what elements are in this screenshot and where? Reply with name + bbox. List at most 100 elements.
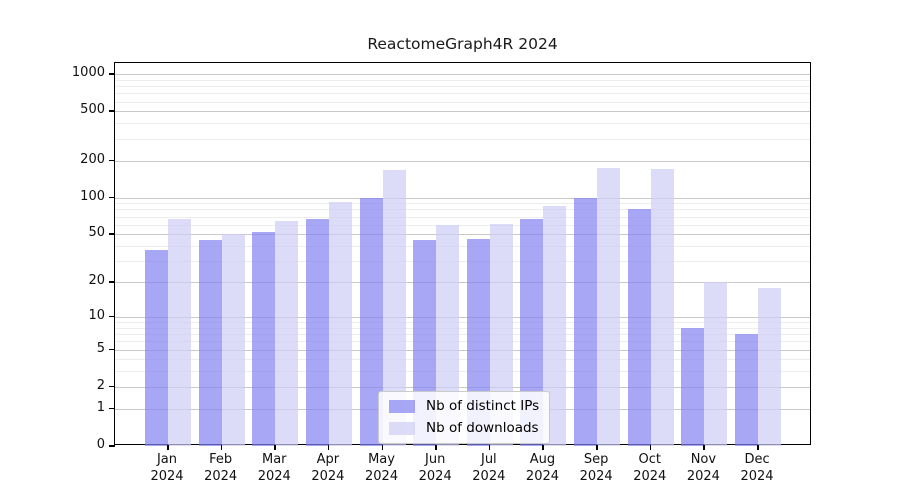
x-tick-year: 2024 xyxy=(633,468,667,484)
bar-nov-distinct-ips xyxy=(681,327,705,446)
y-tick-label-0: 0 xyxy=(96,437,105,452)
x-tick-label-mar: Mar 2024 xyxy=(242,452,306,485)
bar-apr-distinct-ips xyxy=(305,218,329,446)
plot-area: Nb of distinct IPs Nb of downloads xyxy=(114,62,811,446)
bar-jan-distinct-ips xyxy=(145,250,168,446)
x-tick-aug xyxy=(542,445,544,450)
bar-dec-downloads xyxy=(758,287,782,446)
x-tick-label-sep: Sep 2024 xyxy=(564,452,628,485)
y-tick-500 xyxy=(109,110,115,112)
x-tick-label-jun: Jun 2024 xyxy=(403,452,467,485)
minor-gridline xyxy=(115,138,810,140)
x-tick-jan xyxy=(167,445,169,450)
bar-aug-distinct-ips xyxy=(520,218,544,446)
x-tick-month: Dec xyxy=(744,452,770,467)
major-gridline xyxy=(115,386,810,388)
minor-gridline xyxy=(115,86,810,88)
legend-item-downloads: Nb of downloads xyxy=(389,420,539,436)
y-tick-200 xyxy=(109,159,115,162)
x-tick-year: 2024 xyxy=(311,468,345,484)
x-tick-may xyxy=(381,445,384,450)
x-tick-jun xyxy=(435,445,437,450)
minor-gridline xyxy=(115,327,810,329)
x-tick-label-apr: Apr 2024 xyxy=(296,452,360,485)
legend-item-distinct-ips: Nb of distinct IPs xyxy=(389,398,539,414)
y-axis: 0 1 2 5 10 20 50 100 200 500 1000 xyxy=(0,62,115,452)
bar-nov-downloads xyxy=(704,282,728,446)
bar-may-downloads xyxy=(382,170,406,446)
x-tick-label-feb: Feb 2024 xyxy=(189,452,253,485)
y-tick-50 xyxy=(109,233,115,235)
minor-gridline xyxy=(115,334,810,336)
bar-aug-downloads xyxy=(543,206,567,446)
x-tick-year: 2024 xyxy=(150,468,184,484)
x-tick-year: 2024 xyxy=(740,468,774,484)
x-tick-label-jul: Jul 2024 xyxy=(457,452,521,485)
chart-title: ReactomeGraph4R 2024 xyxy=(367,35,558,53)
y-tick-label-10: 10 xyxy=(88,307,105,323)
major-gridline xyxy=(115,282,810,284)
x-tick-sep xyxy=(596,445,598,450)
x-tick-month: Sep xyxy=(583,452,609,467)
minor-gridline xyxy=(115,341,810,343)
minor-gridline xyxy=(115,93,810,95)
y-tick-label-100: 100 xyxy=(80,188,105,204)
x-tick-year: 2024 xyxy=(579,468,613,484)
minor-gridline xyxy=(115,322,810,324)
minor-gridline xyxy=(115,209,810,211)
y-tick-5 xyxy=(109,348,115,351)
y-tick-label-1000: 1000 xyxy=(71,65,105,81)
y-tick-10 xyxy=(109,315,115,318)
x-tick-feb xyxy=(220,445,223,450)
bar-feb-distinct-ips xyxy=(198,239,222,446)
minor-gridline xyxy=(115,101,810,103)
y-tick-0 xyxy=(109,445,115,447)
y-tick-label-500: 500 xyxy=(80,102,105,118)
x-tick-year: 2024 xyxy=(472,468,506,484)
x-tick-label-aug: Aug 2024 xyxy=(510,452,574,485)
major-gridline xyxy=(115,234,810,236)
y-tick-label-5: 5 xyxy=(96,340,105,356)
major-gridline xyxy=(115,160,810,162)
bar-sep-downloads xyxy=(597,167,621,446)
y-tick-label-20: 20 xyxy=(88,273,105,289)
major-gridline xyxy=(115,111,810,113)
x-tick-apr xyxy=(327,445,330,450)
x-tick-year: 2024 xyxy=(418,468,452,484)
bar-apr-downloads xyxy=(328,202,352,446)
bar-oct-downloads xyxy=(650,169,674,446)
legend-label-distinct-ips: Nb of distinct IPs xyxy=(426,398,540,414)
x-tick-year: 2024 xyxy=(525,468,560,484)
x-tick-label-dec: Dec 2024 xyxy=(725,452,789,485)
x-tick-month: Jan xyxy=(156,452,178,467)
x-tick-oct xyxy=(649,445,652,450)
minor-gridline xyxy=(115,203,810,205)
minor-gridline xyxy=(115,261,810,263)
legend-swatch-downloads xyxy=(389,421,415,435)
y-tick-2 xyxy=(109,385,115,388)
x-tick-month: Mar xyxy=(262,452,287,467)
x-tick-year: 2024 xyxy=(257,468,291,484)
minor-gridline xyxy=(115,123,810,125)
x-tick-year: 2024 xyxy=(365,468,399,484)
legend: Nb of distinct IPs Nb of downloads xyxy=(378,391,551,444)
major-gridline xyxy=(115,74,810,76)
x-tick-label-oct: Oct 2024 xyxy=(618,452,682,485)
major-gridline xyxy=(115,349,810,351)
bar-feb-downloads xyxy=(221,234,245,446)
major-gridline xyxy=(115,316,810,318)
x-tick-label-nov: Nov 2024 xyxy=(671,452,735,485)
x-tick-month: Jun xyxy=(425,452,446,467)
y-tick-100 xyxy=(109,196,115,199)
y-tick-label-200: 200 xyxy=(80,151,105,167)
x-tick-month: Aug xyxy=(529,452,556,467)
minor-gridline xyxy=(115,216,810,218)
y-tick-label-50: 50 xyxy=(88,225,105,241)
bar-jun-downloads xyxy=(436,224,460,446)
minor-gridline xyxy=(115,359,810,361)
bar-mar-distinct-ips xyxy=(252,232,276,446)
minor-gridline xyxy=(115,79,810,81)
x-tick-nov xyxy=(703,445,705,450)
x-tick-label-may: May 2024 xyxy=(350,452,414,485)
